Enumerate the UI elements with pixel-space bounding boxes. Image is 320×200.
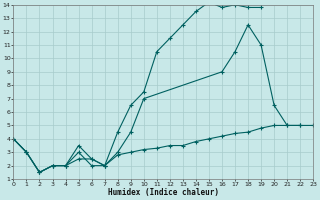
X-axis label: Humidex (Indice chaleur): Humidex (Indice chaleur): [108, 188, 219, 197]
